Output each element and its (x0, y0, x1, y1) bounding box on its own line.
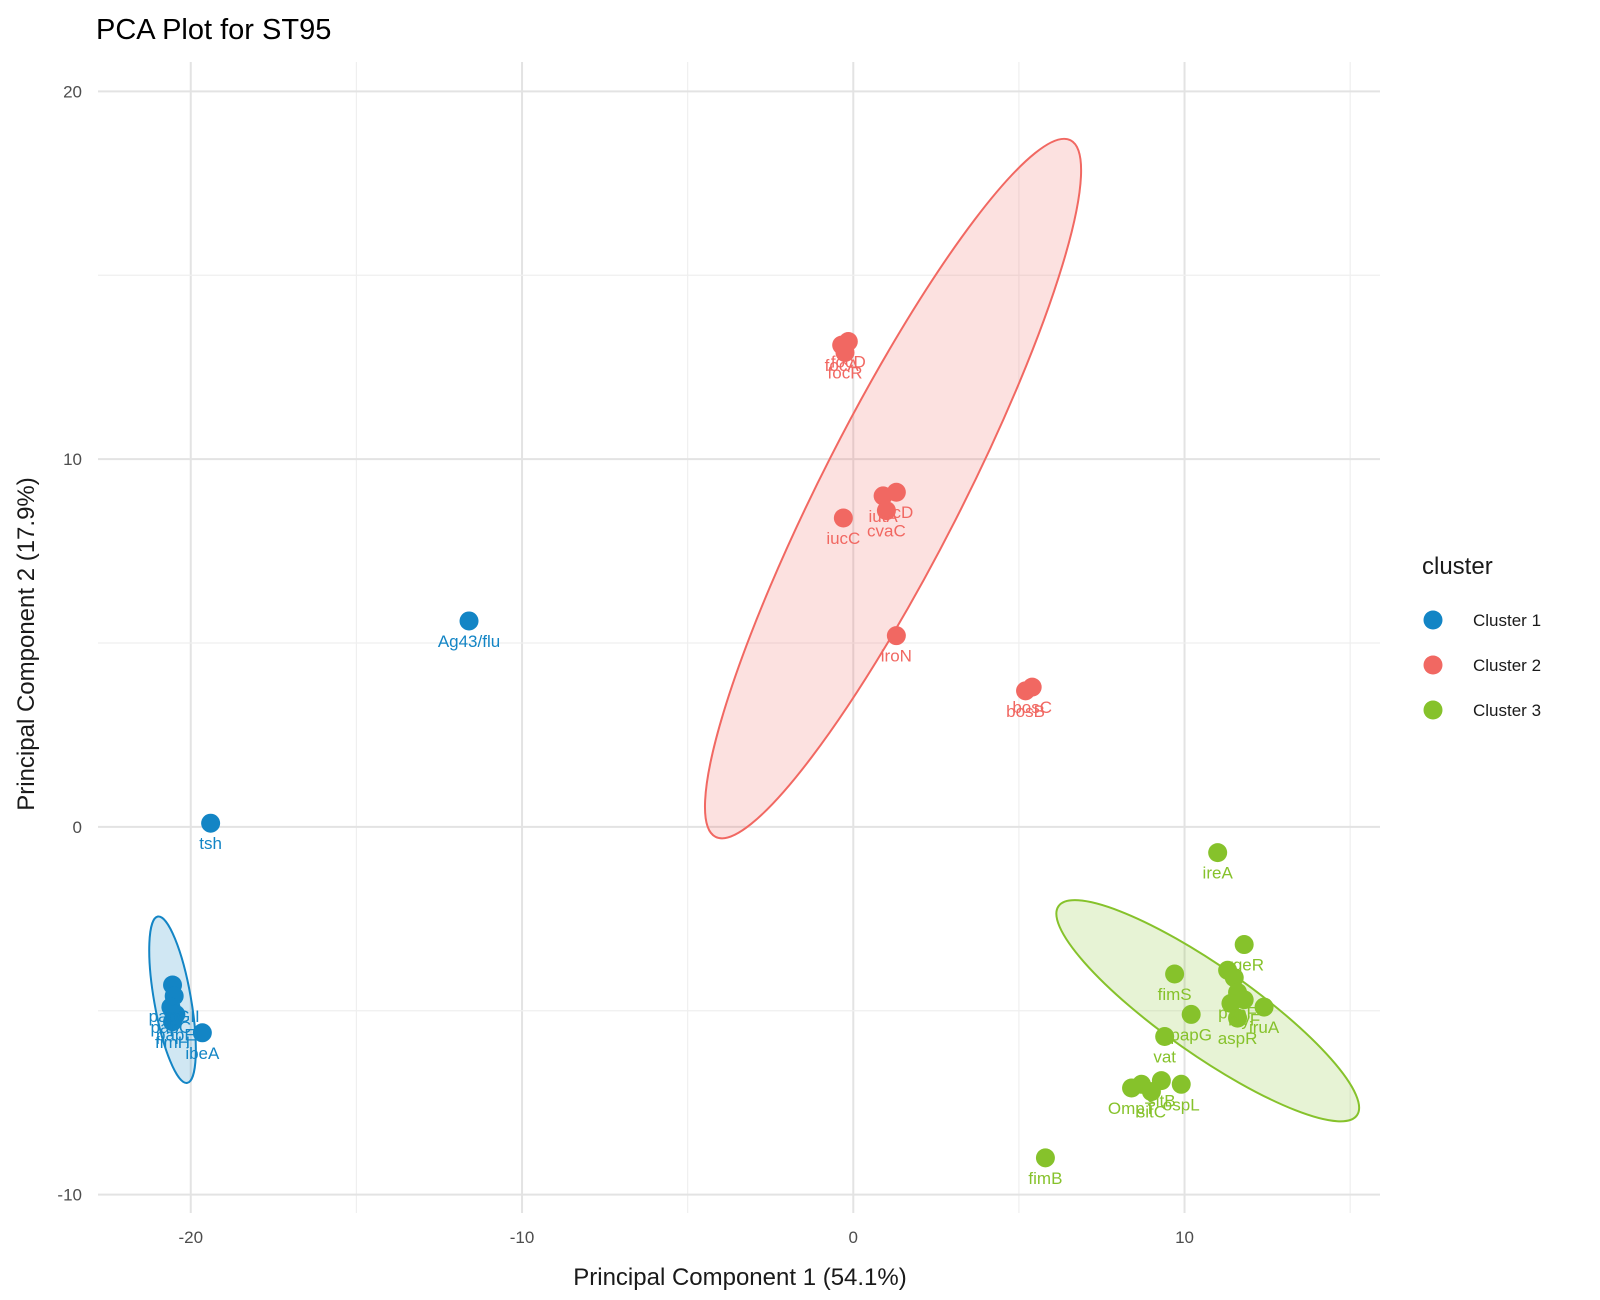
data-point (833, 508, 853, 528)
data-point (192, 1023, 212, 1043)
point-label: sitB (1147, 1092, 1175, 1111)
data-point (1035, 1148, 1055, 1168)
legend-key-3 (1423, 700, 1443, 720)
data-point (1221, 993, 1241, 1013)
data-point (1208, 843, 1228, 863)
data-points (161, 331, 1274, 1168)
x-tick-label: 10 (1175, 1228, 1194, 1247)
point-label: tsh (199, 834, 222, 853)
legend-label-1: Cluster 1 (1473, 611, 1541, 630)
data-point (1181, 1004, 1201, 1024)
data-point (886, 626, 906, 646)
point-label: iucC (826, 529, 860, 548)
point-label: iucD (879, 503, 913, 522)
point-label: ireA (1203, 864, 1234, 883)
point-label: papF (1218, 1003, 1257, 1022)
point-label: bosB (1006, 702, 1045, 721)
point-label: aspR (1218, 1029, 1258, 1048)
data-point (1022, 677, 1042, 697)
point-label: ibeA (185, 1044, 220, 1063)
data-point (1165, 964, 1185, 984)
point-label: papC (151, 1018, 192, 1037)
point-label: OmpT (1108, 1099, 1155, 1118)
data-point (459, 611, 479, 631)
data-point (1234, 935, 1254, 955)
data-point (886, 482, 906, 502)
data-point (1122, 1078, 1142, 1098)
point-label: yqeR (1224, 956, 1264, 975)
x-tick-labels: -20 -10 0 10 (178, 1228, 1194, 1247)
point-label: fimH (155, 1033, 190, 1052)
point-label: iroN (881, 647, 912, 666)
data-point (1171, 1074, 1191, 1094)
point-label: papE (156, 1025, 196, 1044)
data-point (1141, 1082, 1161, 1102)
grid-lines (98, 62, 1380, 1213)
point-label: iutA (868, 507, 898, 526)
point-label: bosC (1012, 698, 1052, 717)
point-label: fimB (1028, 1169, 1062, 1188)
legend-key-2 (1423, 655, 1443, 675)
data-point (835, 343, 855, 363)
data-point (1155, 1026, 1175, 1046)
chart-title: PCA Plot for ST95 (96, 14, 331, 46)
x-tick-label: 0 (849, 1228, 858, 1247)
y-axis-title: Principal Component 2 (17.9%) (13, 477, 40, 811)
x-tick-label: -20 (178, 1228, 203, 1247)
data-point (201, 813, 221, 833)
x-tick-label: -10 (510, 1228, 535, 1247)
data-point (876, 501, 896, 521)
point-label: sitC (1137, 1103, 1166, 1122)
legend-label-3: Cluster 3 (1473, 701, 1541, 720)
y-tick-label: 0 (73, 818, 82, 837)
point-label: cvaC (867, 522, 906, 541)
legend-title: cluster (1422, 553, 1493, 580)
data-point (1254, 997, 1274, 1017)
data-point (1224, 968, 1244, 988)
legend-key-1 (1423, 610, 1443, 630)
y-tick-label: 10 (63, 450, 82, 469)
point-label: papGII (149, 1007, 200, 1026)
data-point (163, 1012, 183, 1032)
point-label: focR (828, 364, 863, 383)
point-label: iruA (1249, 1018, 1280, 1037)
point-label: papG (1170, 1025, 1212, 1044)
legend: cluster Cluster 1 Cluster 2 Cluster 3 (1422, 553, 1541, 720)
point-label: vat (1153, 1047, 1176, 1066)
point-label: fimS (1158, 985, 1192, 1004)
point-label: hlyF (1228, 1011, 1260, 1030)
legend-label-2: Cluster 2 (1473, 656, 1541, 675)
point-label: focA (825, 356, 860, 375)
point-label: ospL (1163, 1095, 1200, 1114)
y-tick-labels: -10 0 10 20 (57, 82, 82, 1204)
x-axis-title: Principal Component 1 (54.1%) (573, 1264, 907, 1291)
y-tick-label: 20 (63, 82, 82, 101)
point-label: focD (831, 352, 866, 371)
point-label: Ag43/flu (438, 632, 500, 651)
y-tick-label: -10 (57, 1186, 82, 1205)
data-point (1228, 1008, 1248, 1028)
